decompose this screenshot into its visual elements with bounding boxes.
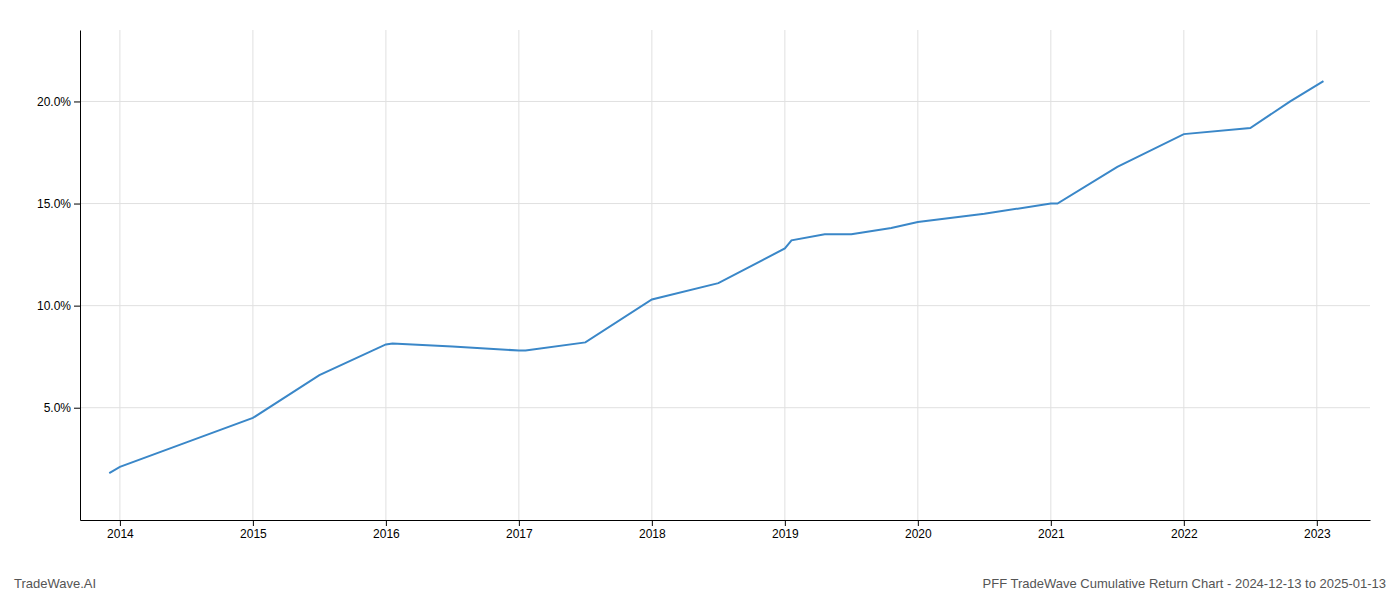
tick: 2023 bbox=[1304, 520, 1331, 541]
tick-mark bbox=[74, 306, 80, 307]
grid-line bbox=[80, 203, 1370, 204]
line bbox=[109, 81, 1323, 473]
grid-line bbox=[518, 30, 519, 520]
tick: 2017 bbox=[506, 520, 533, 541]
title: PFF TradeWave Cumulative Return Chart - … bbox=[983, 576, 1386, 591]
tick: 15.0% bbox=[37, 197, 80, 211]
tick-mark bbox=[1184, 520, 1185, 526]
tick-label: 2015 bbox=[240, 527, 267, 541]
grid-line bbox=[917, 30, 918, 520]
grid-line bbox=[252, 30, 253, 520]
tick: 2022 bbox=[1171, 520, 1198, 541]
tick-label: 2021 bbox=[1038, 527, 1065, 541]
texts: TradeWave.AI PFF TradeWave Cumulative Ret… bbox=[14, 576, 1386, 591]
tick: 2016 bbox=[373, 520, 400, 541]
chart: 2014 2015 2016 2017 2018 2019 2020 2021 2022 2023… bbox=[0, 0, 1400, 600]
tick-mark bbox=[1051, 520, 1052, 526]
tick-label: 2014 bbox=[107, 527, 134, 541]
grid-line bbox=[80, 305, 1370, 306]
tick-mark bbox=[74, 101, 80, 102]
tick-label: 20.0% bbox=[37, 95, 71, 109]
grid-line bbox=[80, 407, 1370, 408]
grid-line bbox=[784, 30, 785, 520]
tick: 20.0% bbox=[37, 95, 80, 109]
tick-mark bbox=[1317, 520, 1318, 526]
tick-mark bbox=[918, 520, 919, 526]
tick-label: 2018 bbox=[639, 527, 666, 541]
tick-mark bbox=[386, 520, 387, 526]
axis-line bbox=[81, 520, 1371, 521]
tick-mark bbox=[74, 408, 80, 409]
tick: 10.0% bbox=[37, 299, 80, 313]
annotation: TradeWave.AI bbox=[14, 576, 96, 591]
tick: 5.0% bbox=[44, 401, 80, 415]
grid-line bbox=[80, 101, 1370, 102]
marks bbox=[109, 81, 1323, 473]
grid-line bbox=[119, 30, 120, 520]
grid-line bbox=[651, 30, 652, 520]
tick: 2020 bbox=[905, 520, 932, 541]
tick-label: 2016 bbox=[373, 527, 400, 541]
tick-mark bbox=[785, 520, 786, 526]
y-axis: 5.0% 10.0% 15.0% 20.0% bbox=[37, 31, 81, 521]
grid bbox=[80, 30, 1370, 520]
tick-label: 10.0% bbox=[37, 299, 71, 313]
grid-line bbox=[1183, 30, 1184, 520]
x-axis: 2014 2015 2016 2017 2018 2019 2020 2021 2022 2023 bbox=[81, 520, 1371, 541]
tick-label: 2022 bbox=[1171, 527, 1198, 541]
tick-mark bbox=[253, 520, 254, 526]
tick-mark bbox=[652, 520, 653, 526]
tick-label: 2019 bbox=[772, 527, 799, 541]
tick-mark bbox=[74, 204, 80, 205]
grid-line bbox=[1050, 30, 1051, 520]
tick-label: 2023 bbox=[1304, 527, 1331, 541]
tick: 2021 bbox=[1038, 520, 1065, 541]
tick-label: 5.0% bbox=[44, 401, 72, 415]
tick-mark bbox=[519, 520, 520, 526]
tick-label: 2017 bbox=[506, 527, 533, 541]
tick: 2018 bbox=[639, 520, 666, 541]
tick: 2015 bbox=[240, 520, 267, 541]
axis-line bbox=[80, 31, 81, 521]
tick: 2014 bbox=[107, 520, 134, 541]
grid-line bbox=[1316, 30, 1317, 520]
tick-mark bbox=[120, 520, 121, 526]
tick: 2019 bbox=[772, 520, 799, 541]
grid-line bbox=[385, 30, 386, 520]
tick-label: 15.0% bbox=[37, 197, 71, 211]
plot: 2014 2015 2016 2017 2018 2019 2020 2021 2022 2023… bbox=[37, 30, 1371, 541]
tick-label: 2020 bbox=[905, 527, 932, 541]
